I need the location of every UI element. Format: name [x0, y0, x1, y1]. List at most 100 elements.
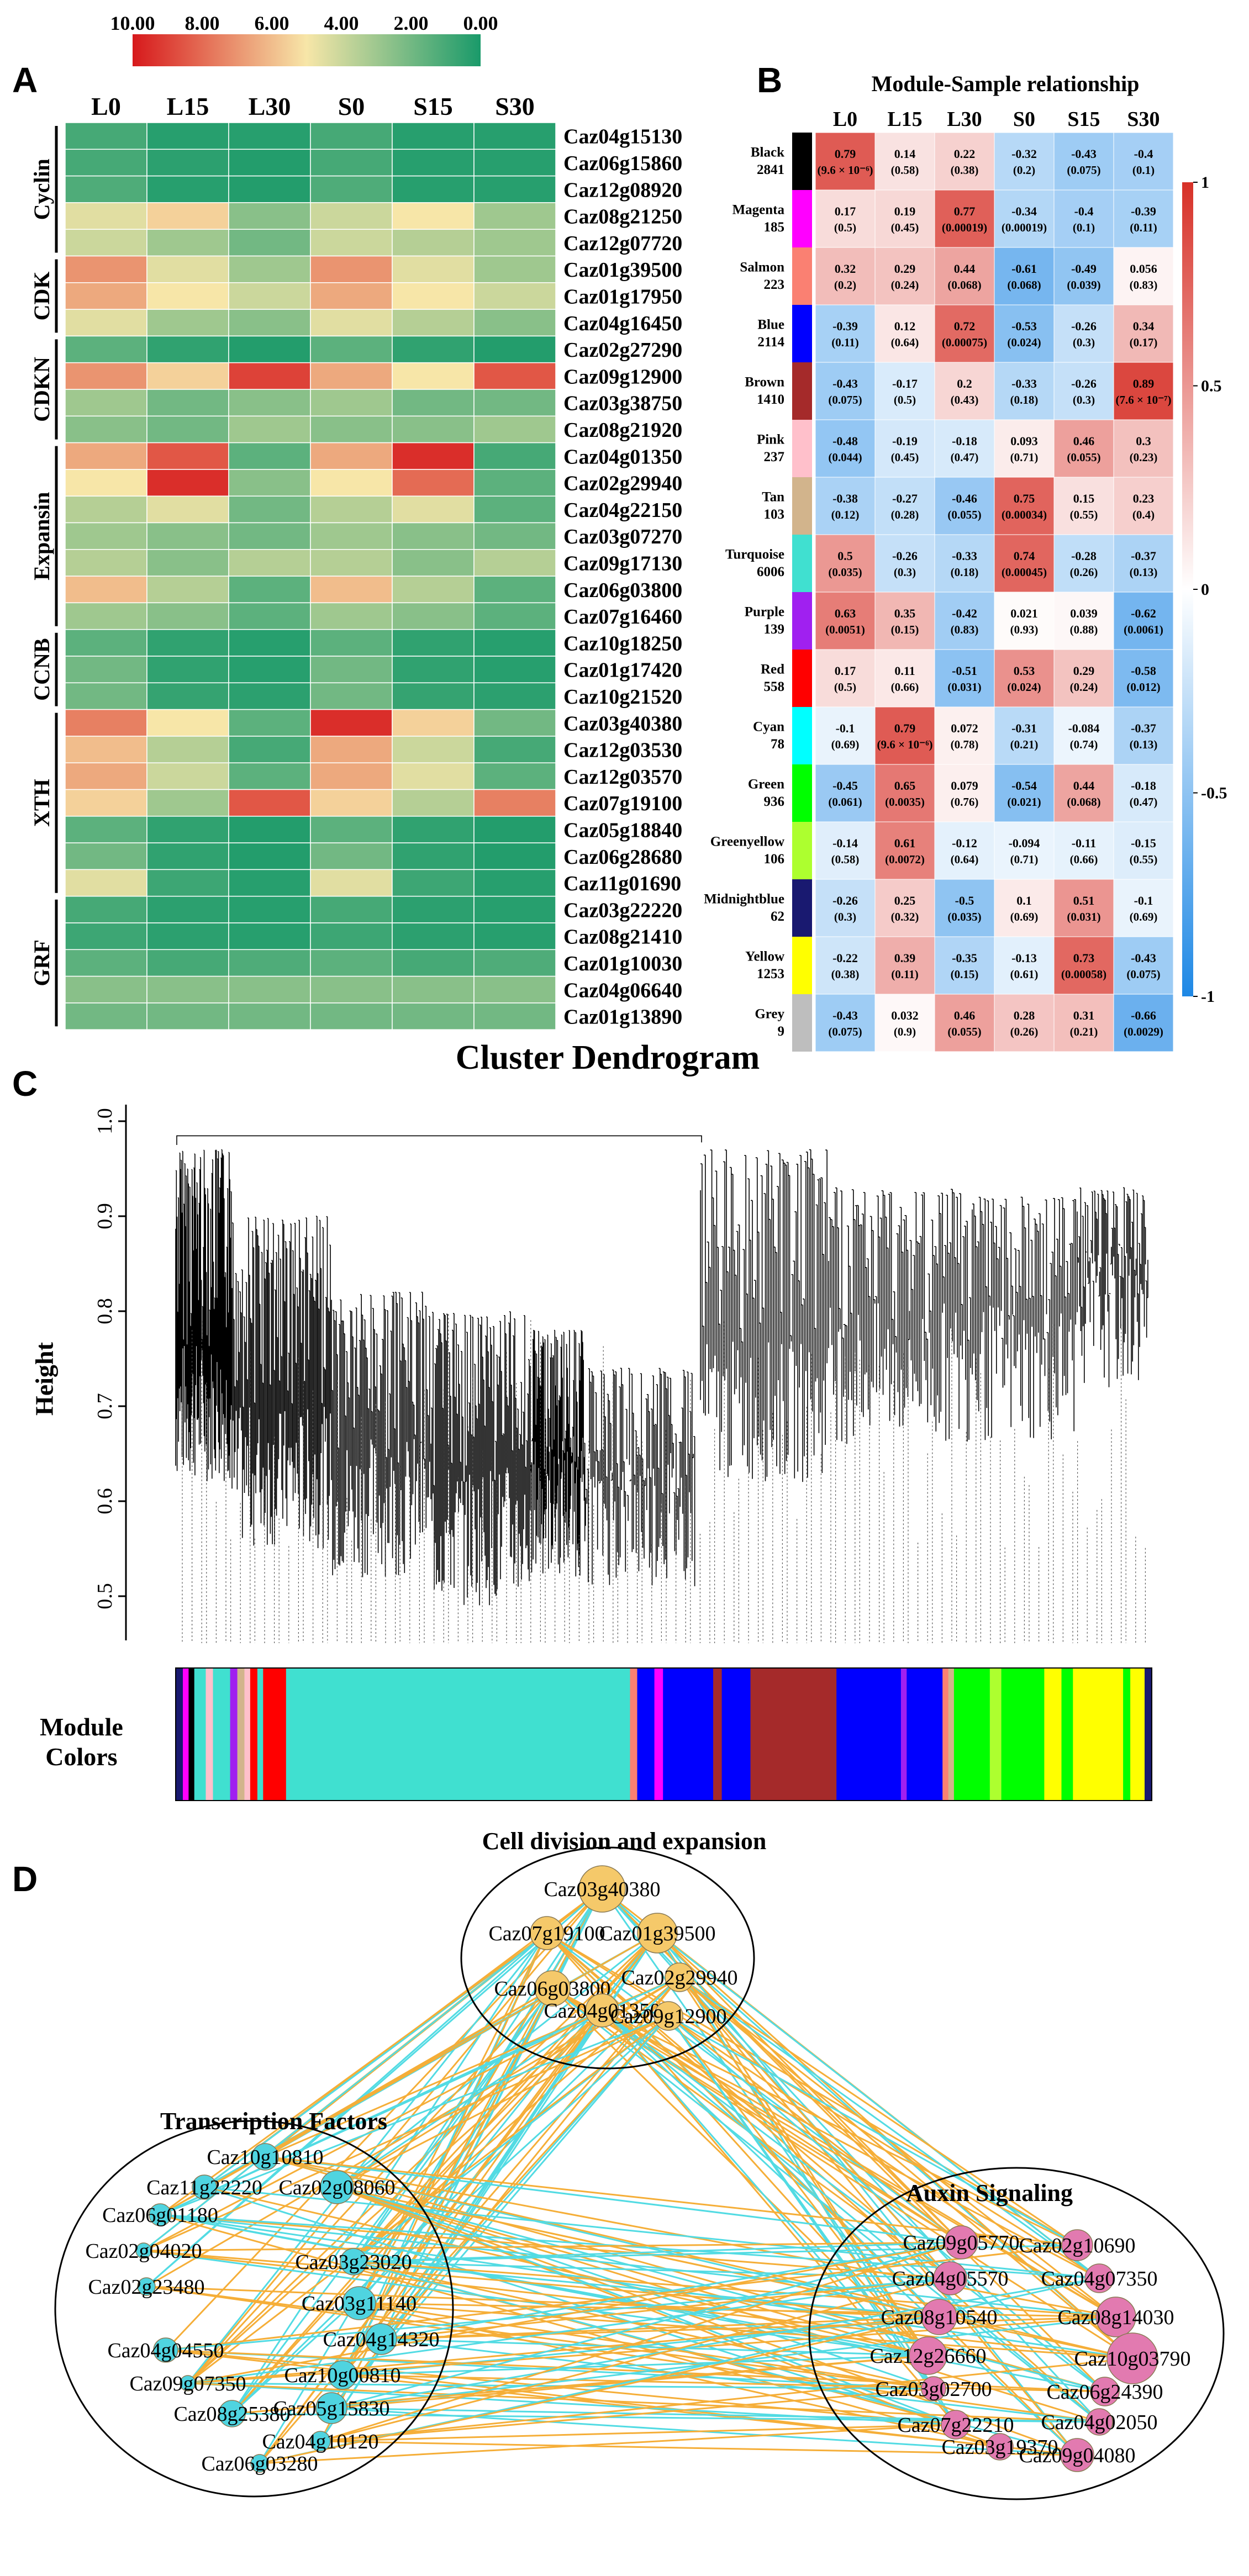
module-color-segment — [213, 1668, 231, 1801]
p-value: (0.075) — [828, 393, 862, 407]
correlation-cell — [874, 821, 935, 880]
gene-label: Caz02g29940 — [563, 472, 682, 495]
correlation-cell — [1113, 132, 1174, 191]
p-value: (0.2) — [1013, 163, 1035, 177]
p-value: (0.71) — [1010, 451, 1039, 464]
transcription-factor-node — [250, 2454, 269, 2473]
gene-label: Caz12g08920 — [563, 178, 682, 202]
scale-label: 0.5 — [1201, 377, 1222, 395]
network-edge — [602, 2009, 962, 2244]
color-scale-label: 4.00 — [324, 12, 359, 34]
y-tick-label: 1.0 — [93, 1108, 117, 1134]
transcription-factors-group-ellipse — [54, 2120, 454, 2498]
correlation-value: 0.73 — [1073, 951, 1095, 965]
correlation-value: 0.15 — [1073, 492, 1095, 505]
correlation-cell — [1053, 649, 1114, 708]
correlation-cell — [934, 477, 995, 535]
network-edge — [143, 2241, 962, 2252]
module-color-segment — [713, 1668, 723, 1801]
network-edge — [381, 2338, 1100, 2423]
gene-label: Caz03g38750 — [563, 392, 682, 415]
network-edge — [679, 1976, 1133, 2359]
p-value: (0.83) — [1130, 278, 1158, 292]
p-value: (0.66) — [1070, 853, 1098, 866]
heatmap-cell — [392, 255, 475, 283]
heatmap-cell — [473, 789, 556, 817]
correlation-value: -0.53 — [1011, 319, 1037, 333]
heatmap-cell — [310, 789, 393, 817]
module-count: 237 — [764, 450, 785, 464]
dendrogram-cluster — [700, 1149, 828, 1482]
module-name: Grey — [755, 1007, 784, 1022]
correlation-value: -0.62 — [1131, 606, 1156, 620]
network-edge — [341, 1988, 554, 2376]
correlation-cell — [934, 649, 995, 708]
module-count: 223 — [764, 277, 785, 292]
auxin-signaling-node-label: Caz12g26660 — [869, 2345, 986, 2368]
p-value: (0.26) — [1070, 566, 1098, 579]
network-edge — [160, 1987, 553, 2216]
auxin-signaling-node-label: Caz03g02700 — [875, 2378, 992, 2401]
p-value: (0.035) — [947, 910, 981, 923]
correlation-cell — [815, 362, 876, 420]
network-edge — [336, 2009, 603, 2188]
p-value: (0.061) — [828, 795, 862, 809]
module-count: 139 — [764, 622, 785, 637]
correlation-value: 0.056 — [1130, 262, 1157, 276]
gene-label: Caz03g22220 — [563, 899, 682, 922]
network-edge — [601, 2010, 935, 2389]
correlation-value: 0.31 — [1073, 1009, 1095, 1022]
p-value: (0.0035) — [885, 795, 925, 809]
cell-division-node — [665, 1962, 694, 1992]
heatmap-cell — [65, 656, 147, 684]
p-value: (0.55) — [1130, 853, 1158, 866]
correlation-value: -0.19 — [892, 434, 918, 448]
module-name: Greenyellow — [710, 835, 784, 849]
module-name: Yellow — [745, 949, 784, 964]
network-edge — [160, 2015, 669, 2216]
correlation-value: 0.51 — [1073, 894, 1095, 907]
sample-header: L30 — [249, 92, 291, 120]
correlation-value: 0.72 — [954, 319, 976, 333]
heatmap-cell — [146, 842, 229, 870]
heatmap-cell — [392, 522, 475, 550]
correlation-value: -0.58 — [1131, 664, 1156, 678]
panel-c-letter: C — [12, 1064, 38, 1104]
auxin-signaling-node — [941, 2410, 971, 2440]
network-edge — [259, 2316, 940, 2464]
module-colors-label: Module Colors — [40, 1712, 123, 1772]
gene-label: Caz05g18840 — [563, 819, 682, 842]
module-color-segment — [1044, 1668, 1062, 1801]
panel-b-correlation-heatmap: L0 L15 L30 S0 S15 S30 Black 2841 0.79 (9.6 × 10⁻⁶… — [704, 108, 1227, 1052]
p-value: (0.012) — [1126, 680, 1160, 694]
dendrogram-cluster — [1077, 1187, 1148, 1387]
network-edges — [143, 1888, 1134, 2464]
p-value: (0.068) — [1067, 795, 1100, 809]
heatmap-cell — [146, 149, 229, 177]
correlation-value: -0.37 — [1131, 549, 1156, 563]
transcription-factor-node — [180, 2375, 196, 2392]
correlation-value: 0.53 — [1014, 664, 1035, 678]
heatmap-cell — [146, 309, 229, 337]
network-edge — [678, 1976, 951, 2279]
correlation-value: 0.079 — [951, 779, 978, 793]
heatmap-cell — [228, 736, 311, 763]
auxin-signaling-node — [1085, 2408, 1113, 2436]
module-color-segment — [205, 1668, 213, 1801]
p-value: (0.055) — [947, 508, 981, 521]
module-color-swatch — [792, 994, 812, 1052]
correlation-cell — [994, 879, 1055, 937]
correlation-value: -0.084 — [1068, 721, 1100, 735]
network-edge — [320, 2440, 1078, 2456]
p-value: (0.24) — [1070, 680, 1098, 694]
correlation-cell — [1053, 764, 1114, 822]
p-value: (0.76) — [951, 795, 979, 809]
heatmap-cell — [228, 656, 311, 684]
transcription-factor-node-label: Caz02g23480 — [88, 2276, 204, 2299]
correlation-cell — [1113, 764, 1174, 822]
module-name: Black — [751, 145, 784, 160]
module-name: Pink — [757, 432, 784, 447]
module-color-swatch — [792, 707, 812, 764]
gene-label: Caz10g18250 — [563, 632, 682, 655]
heatmap-cell — [146, 709, 229, 737]
